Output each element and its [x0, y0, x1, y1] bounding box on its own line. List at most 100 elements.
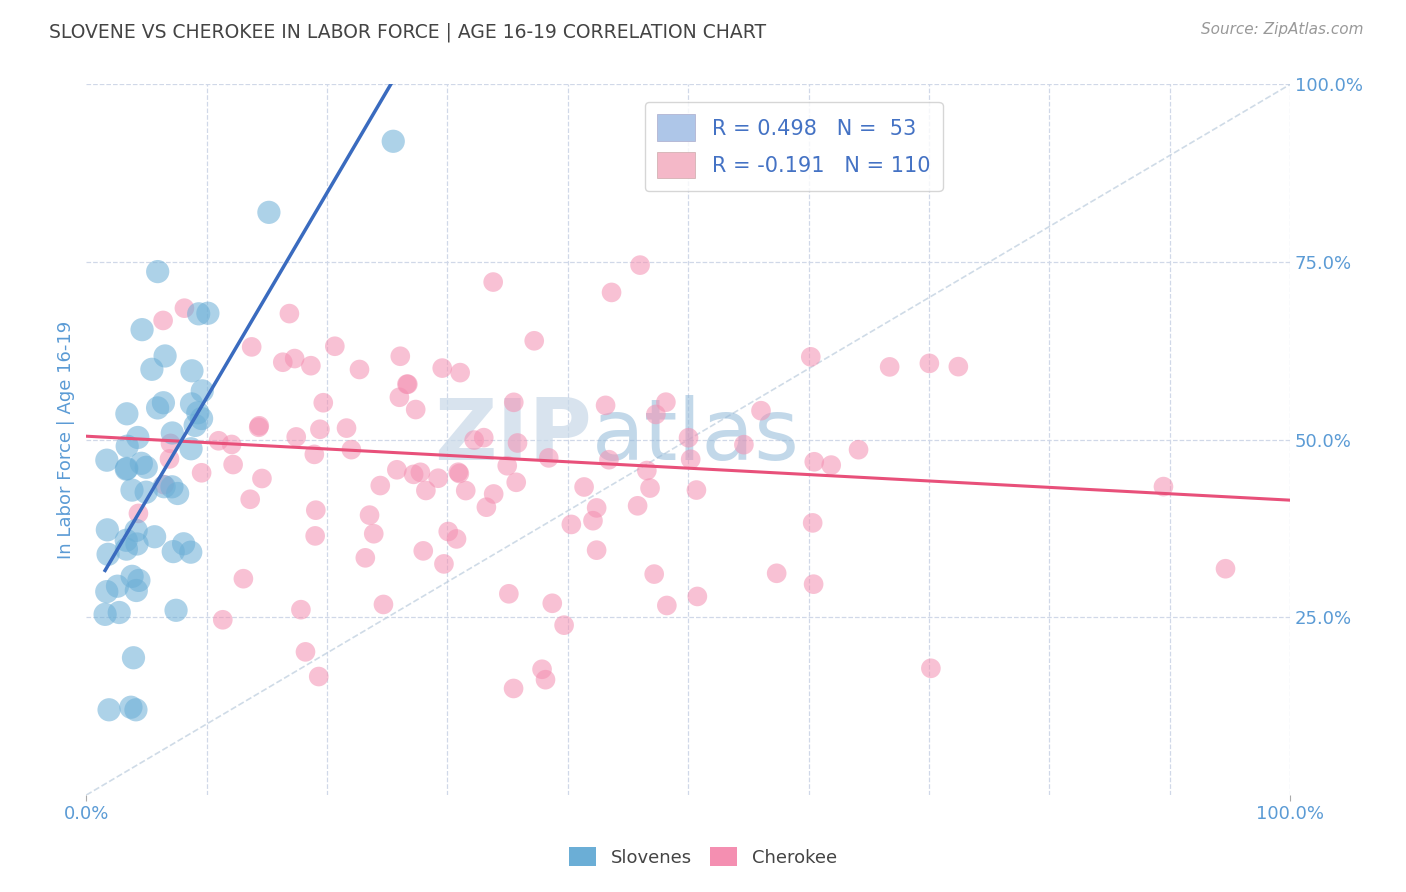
Point	[187, 307, 209, 321]
Point	[800, 350, 823, 364]
Point	[271, 355, 294, 369]
Point	[146, 264, 169, 278]
Point	[96, 523, 118, 537]
Point	[143, 530, 166, 544]
Point	[427, 471, 450, 485]
Point	[115, 407, 138, 421]
Point	[222, 458, 245, 472]
Point	[644, 408, 666, 422]
Point	[165, 603, 187, 617]
Point	[125, 524, 148, 538]
Point	[686, 590, 709, 604]
Point	[94, 607, 117, 622]
Point	[153, 477, 176, 491]
Point	[135, 460, 157, 475]
Point	[363, 526, 385, 541]
Point	[482, 487, 505, 501]
Point	[679, 452, 702, 467]
Point	[385, 463, 408, 477]
Point	[131, 323, 153, 337]
Point	[159, 451, 181, 466]
Point	[180, 397, 202, 411]
Point	[505, 475, 527, 490]
Point	[373, 598, 395, 612]
Y-axis label: In Labor Force | Age 16-19: In Labor Force | Age 16-19	[58, 320, 75, 559]
Point	[125, 583, 148, 598]
Point	[820, 458, 842, 472]
Point	[582, 514, 605, 528]
Point	[454, 483, 477, 498]
Point	[389, 349, 412, 363]
Point	[121, 569, 143, 583]
Point	[655, 395, 678, 409]
Point	[127, 507, 149, 521]
Legend: R = 0.498   N =  53, R = -0.191   N = 110: R = 0.498 N = 53, R = -0.191 N = 110	[645, 102, 942, 191]
Point	[359, 508, 381, 523]
Point	[152, 395, 174, 409]
Point	[127, 430, 149, 444]
Point	[496, 458, 519, 473]
Point	[285, 430, 308, 444]
Point	[405, 402, 427, 417]
Point	[107, 579, 129, 593]
Point	[115, 542, 138, 557]
Point	[290, 602, 312, 616]
Point	[368, 478, 391, 492]
Point	[197, 306, 219, 320]
Point	[848, 442, 870, 457]
Point	[162, 425, 184, 440]
Point	[115, 461, 138, 475]
Point	[553, 618, 575, 632]
Point	[115, 439, 138, 453]
Point	[207, 434, 229, 448]
Text: atlas: atlas	[592, 394, 800, 478]
Point	[749, 403, 772, 417]
Point	[131, 456, 153, 470]
Point	[502, 395, 524, 409]
Point	[305, 503, 328, 517]
Point	[141, 362, 163, 376]
Point	[432, 361, 454, 376]
Point	[628, 258, 651, 272]
Point	[340, 442, 363, 457]
Point	[437, 524, 460, 539]
Point	[153, 349, 176, 363]
Point	[278, 307, 301, 321]
Point	[312, 395, 335, 409]
Point	[146, 401, 169, 415]
Point	[191, 384, 214, 398]
Point	[801, 516, 824, 530]
Point	[803, 455, 825, 469]
Point	[678, 431, 700, 445]
Point	[523, 334, 546, 348]
Point	[98, 703, 121, 717]
Point	[463, 433, 485, 447]
Point	[250, 471, 273, 485]
Point	[181, 364, 204, 378]
Point	[349, 362, 371, 376]
Point	[304, 447, 326, 461]
Point	[166, 486, 188, 500]
Point	[184, 418, 207, 433]
Point	[733, 438, 755, 452]
Point	[122, 650, 145, 665]
Point	[600, 285, 623, 300]
Point	[482, 275, 505, 289]
Point	[299, 359, 322, 373]
Point	[402, 467, 425, 482]
Point	[409, 466, 432, 480]
Point	[475, 500, 498, 515]
Point	[153, 480, 176, 494]
Point	[433, 557, 456, 571]
Point	[638, 481, 661, 495]
Point	[294, 645, 316, 659]
Point	[506, 436, 529, 450]
Point	[247, 418, 270, 433]
Point	[643, 567, 665, 582]
Point	[115, 462, 138, 476]
Point	[415, 483, 437, 498]
Point	[655, 599, 678, 613]
Point	[257, 205, 280, 219]
Point	[685, 483, 707, 497]
Point	[162, 544, 184, 558]
